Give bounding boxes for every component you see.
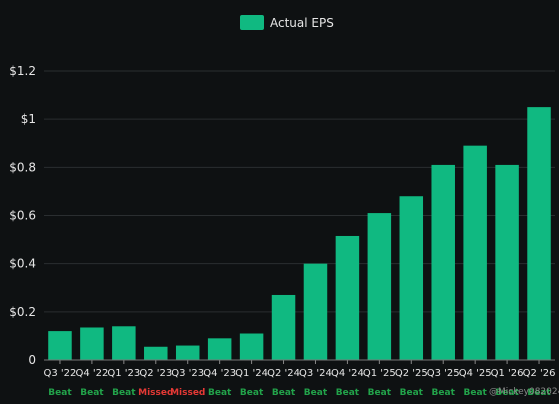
bar[interactable] [175, 345, 200, 360]
x-tick-label: Q4 '22 [75, 368, 108, 379]
legend-swatch [240, 15, 264, 30]
bar[interactable] [303, 263, 328, 360]
y-tick-label: $0.4 [9, 257, 36, 271]
x-tick-label: Q2 '26 [523, 368, 556, 379]
bar[interactable] [367, 213, 392, 360]
y-tick-label: $0.8 [9, 160, 36, 174]
status-label: Beat [112, 388, 136, 398]
x-tick-label: Q4 '23 [203, 368, 236, 379]
y-tick-label: $1.2 [9, 64, 36, 78]
x-tick-label: Q1 '24 [235, 368, 268, 379]
x-tick-label: Q4 '25 [459, 368, 492, 379]
x-tick-label: Q1 '26 [491, 368, 524, 379]
bar[interactable] [335, 235, 360, 360]
status-label: Beat [80, 388, 104, 398]
y-axis: 0 $0.2 $0.4 $0.6 $0.8 $1 $1.2 [9, 64, 36, 367]
x-tick-label: Q1 '23 [107, 368, 140, 379]
bar[interactable] [495, 164, 519, 360]
bar[interactable] [207, 338, 232, 360]
x-tick-label: Q2 '25 [395, 368, 428, 379]
x-axis: Q3 '22 Q4 '22 Q1 '23 Q2 '23 Q3 '23 Q4 '23 Q1 '… [44, 359, 556, 379]
bar[interactable] [48, 331, 72, 360]
status-label: Beat [240, 388, 264, 398]
status-label: Beat [463, 388, 487, 398]
status-label: Missed [170, 388, 205, 398]
status-label: Beat [272, 388, 296, 398]
status-label: Beat [495, 388, 519, 398]
watermark: @Mickey082024 [489, 387, 559, 397]
y-tick-label: $0.2 [9, 305, 36, 319]
bar[interactable] [80, 327, 104, 360]
y-tick-label: $1 [21, 112, 36, 126]
bar[interactable] [239, 333, 264, 360]
status-label: Beat [208, 388, 232, 398]
status-label: Beat [336, 388, 360, 398]
status-label: Missed [138, 388, 173, 398]
x-tick-label: Q3 '23 [171, 368, 204, 379]
x-tick-label: Q4 '24 [331, 368, 364, 379]
status-label: Beat [400, 388, 424, 398]
status-label: Beat [48, 388, 72, 398]
legend-label: Actual EPS [270, 16, 334, 30]
bars [48, 107, 551, 360]
status-label: Beat [432, 388, 456, 398]
bar[interactable] [144, 346, 168, 360]
bar[interactable] [463, 145, 487, 360]
x-tick-label: Q2 '24 [267, 368, 300, 379]
legend[interactable]: Actual EPS [240, 15, 334, 30]
status-label: Beat [304, 388, 328, 398]
x-tick-label: Q3 '25 [427, 368, 460, 379]
x-tick-label: Q2 '23 [139, 368, 172, 379]
bar[interactable] [399, 196, 424, 360]
status-label: Beat [527, 388, 551, 398]
x-tick-label: Q3 '22 [44, 368, 77, 379]
x-tick-label: Q1 '25 [363, 368, 396, 379]
bar[interactable] [527, 107, 551, 360]
bar[interactable] [431, 164, 455, 360]
bar[interactable] [271, 294, 296, 360]
y-tick-label: $0.6 [9, 209, 36, 223]
y-tick-label: 0 [28, 353, 36, 367]
status-label: Beat [368, 388, 392, 398]
bar[interactable] [112, 326, 136, 360]
grid-lines [44, 70, 555, 361]
x-tick-label: Q3 '24 [299, 368, 332, 379]
